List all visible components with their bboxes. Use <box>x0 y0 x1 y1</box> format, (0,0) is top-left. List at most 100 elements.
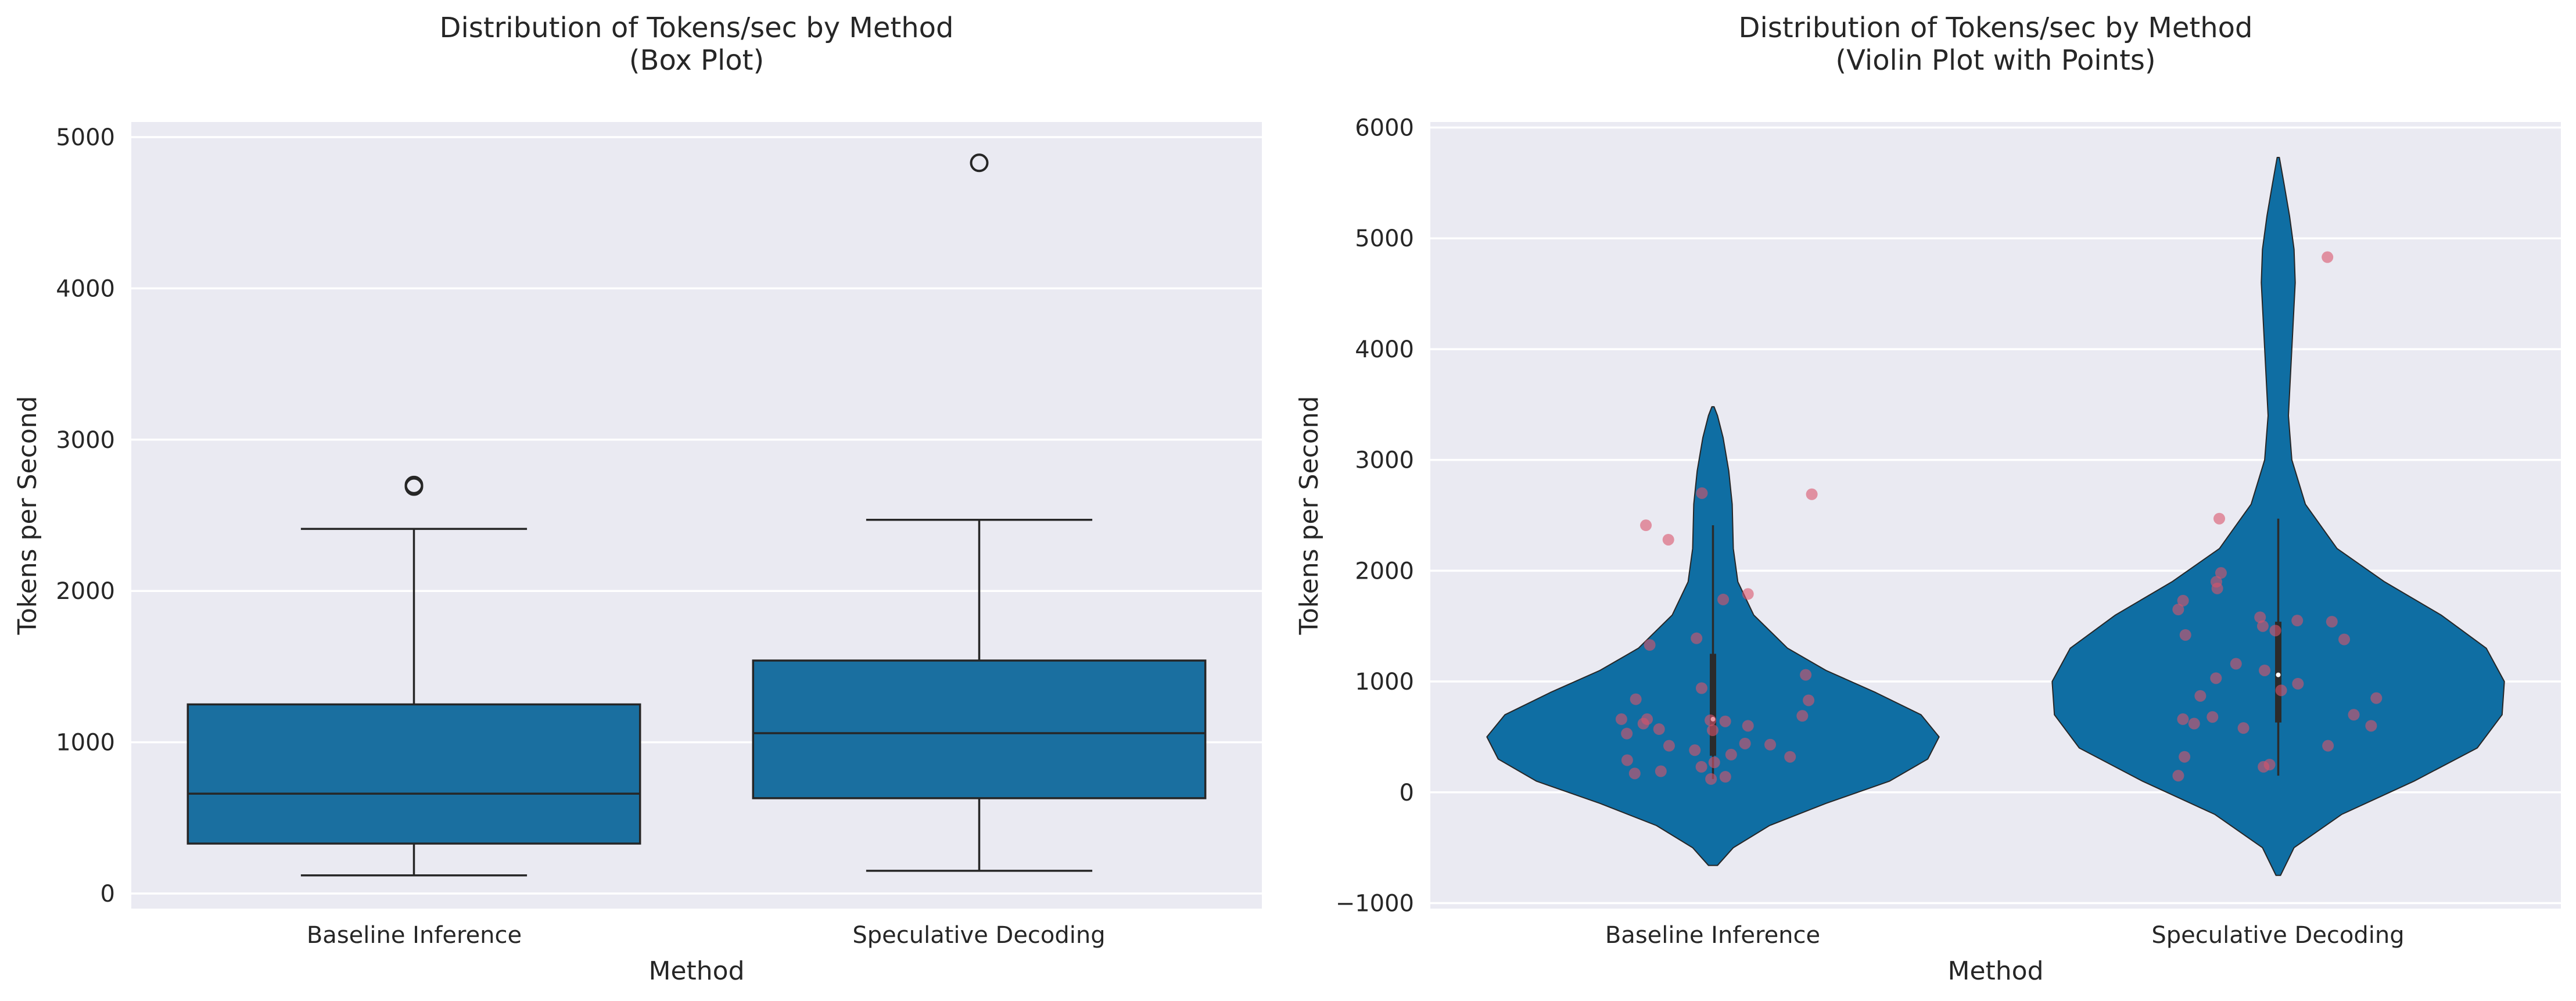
box-plot-y-ticks: 0 1000 2000 3000 4000 5000 <box>56 124 115 907</box>
violin-data-point <box>2188 717 2200 730</box>
box-plot-y-tick-label: 2000 <box>56 578 115 605</box>
box-iqr <box>186 703 641 845</box>
violin-data-point <box>2365 720 2377 732</box>
box-plot-x-tick-baseline-inference: Baseline Inference <box>307 922 522 949</box>
violin-body <box>2051 157 2505 876</box>
violin-data-point <box>2210 672 2222 684</box>
violin-plot-y-ticks: −1000 0 1000 2000 3000 4000 5000 6000 <box>1336 115 1414 917</box>
violin-plot-y-tick-label: 2000 <box>1355 558 1414 584</box>
violin-plot-y-tick-label: 6000 <box>1355 115 1414 142</box>
violin-data-point <box>1784 751 1796 763</box>
violin-data-point <box>1695 760 1707 773</box>
violin-data-point <box>1806 488 1818 500</box>
violin-plot-y-tick-label: 3000 <box>1355 447 1414 474</box>
violin-plot-marks <box>1486 157 2505 876</box>
violin-data-point <box>1742 588 1754 600</box>
violin-data-point <box>2177 594 2189 607</box>
violin-data-point <box>2269 625 2281 637</box>
violin-data-point <box>2179 751 2191 763</box>
violin-data-point <box>1653 723 1665 735</box>
violin-plot-panel: −1000 0 1000 2000 3000 4000 5000 6000 Distribut… <box>1294 12 2561 986</box>
violin-data-point <box>1796 710 1809 722</box>
violin-plot-x-tick-speculative-decoding: Speculative Decoding <box>2151 922 2404 949</box>
violin-plot-y-tick-label: −1000 <box>1336 890 1414 917</box>
box-plot-x-tick-speculative-decoding: Speculative Decoding <box>852 922 1105 949</box>
box-plot-title: Distribution of Tokens/sec by Method (Box… <box>440 12 954 77</box>
violin-plot-x-axis-label: Method <box>1947 956 2043 986</box>
violin-data-point <box>1725 748 1737 760</box>
violin-median-dot <box>2276 672 2281 677</box>
violin-data-point <box>2291 615 2304 627</box>
box-plot-panel: 0 1000 2000 3000 4000 5000 Distribution of To… <box>13 12 1262 986</box>
box-plot-y-tick-label: 5000 <box>56 124 115 151</box>
box-plot-y-tick-label: 1000 <box>56 730 115 756</box>
box-plot-x-axis-label: Method <box>648 956 744 986</box>
box-plot-y-axis-label: Tokens per Second <box>13 396 42 635</box>
violin-data-point <box>2322 740 2334 752</box>
violin-data-point <box>1640 519 1652 532</box>
violin-data-point <box>2172 770 2184 782</box>
box-outlier-point <box>404 475 424 494</box>
violin-data-point <box>1662 533 1674 546</box>
violin-data-point <box>2275 684 2287 697</box>
violin-data-point <box>1705 773 1717 785</box>
box-plot-y-tick-label: 3000 <box>56 427 115 454</box>
violin-plot-x-tick-baseline-inference: Baseline Inference <box>1605 922 1820 949</box>
box-plot-title-line: (Box Plot) <box>629 44 764 77</box>
violin-data-point <box>2213 512 2226 525</box>
violin-data-point <box>1708 756 1720 769</box>
box-plot-y-tick-label: 0 <box>101 881 115 907</box>
violin-data-point <box>1742 720 1754 732</box>
violin-data-point <box>1628 767 1641 780</box>
violin-data-point <box>1641 713 1653 725</box>
violin-data-point <box>1655 765 1667 777</box>
violin-data-point <box>2259 664 2271 676</box>
violin-data-point <box>2338 633 2351 645</box>
violin-data-point <box>1706 724 1718 736</box>
violin-data-point <box>2370 692 2383 704</box>
violin-data-point <box>2348 709 2360 721</box>
violin-data-point <box>1621 754 1633 766</box>
violin-data-point <box>2322 251 2334 263</box>
box-outlier-point <box>970 153 989 173</box>
violin-data-point <box>2194 690 2207 702</box>
violin-data-point <box>1630 693 1642 705</box>
violin-data-point <box>1695 682 1707 694</box>
violin-plot-title: Distribution of Tokens/sec by Method (Vio… <box>1739 12 2253 77</box>
box-plot-marks <box>186 153 1207 877</box>
violin-data-point <box>1691 632 1703 644</box>
violin-data-point <box>2215 567 2227 579</box>
violin-data-point <box>2210 576 2222 588</box>
violin-plot-y-tick-label: 1000 <box>1355 669 1414 695</box>
violin-data-point <box>1719 715 1731 727</box>
violin-data-point <box>2292 677 2304 690</box>
violin-data-point <box>2256 620 2269 632</box>
box-iqr <box>752 659 1207 799</box>
violin-data-point <box>1663 740 1675 752</box>
violin-data-point <box>1705 714 1717 726</box>
violin-data-point <box>1803 694 1815 706</box>
violin-data-point <box>2230 658 2242 670</box>
violin-plot-y-tick-label: 4000 <box>1355 336 1414 363</box>
violin-plot-title-line: Distribution of Tokens/sec by Method <box>1739 12 2253 44</box>
violin-data-point <box>1717 593 1730 605</box>
violin-plot-y-tick-label: 0 <box>1400 780 1414 806</box>
violin-data-point <box>1739 737 1751 749</box>
violin-data-point <box>1644 639 1656 651</box>
violin-data-point <box>2179 629 2191 641</box>
violin-data-point <box>1800 669 1812 681</box>
violin-data-point <box>2326 616 2338 628</box>
violin-data-point <box>1719 771 1731 783</box>
violin-data-point <box>1764 738 1777 751</box>
violin-data-point <box>1696 487 1708 499</box>
violin-plot-y-axis-label: Tokens per Second <box>1294 396 1324 635</box>
violin-data-point <box>2177 713 2189 725</box>
violin-data-point <box>1615 713 1627 725</box>
violin-data-point <box>2207 711 2219 723</box>
box-plot-title-line: Distribution of Tokens/sec by Method <box>440 12 954 44</box>
violin-data-point <box>2237 722 2249 734</box>
violin-data-point <box>1689 744 1701 756</box>
violin-data-point <box>2263 759 2276 771</box>
violin-data-point <box>1621 727 1633 740</box>
